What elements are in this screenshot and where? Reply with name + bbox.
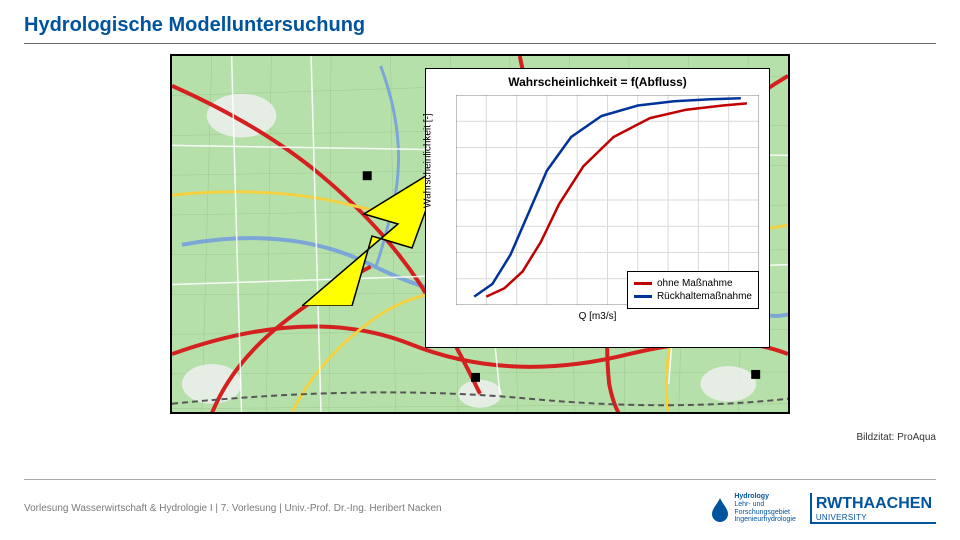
- image-citation: Bildzitat: ProAqua: [857, 432, 937, 443]
- chart-ylabel: Wahrscheinlichkeit [-]: [423, 113, 434, 208]
- droplet-icon: [710, 496, 730, 522]
- title-underline: [24, 43, 936, 44]
- footer-text: Vorlesung Wasserwirtschaft & Hydrologie …: [24, 503, 442, 514]
- logo-text: Hydrology: [734, 493, 796, 501]
- logo-text: Ingenieurhydrologie: [734, 516, 796, 524]
- footer-divider: [24, 479, 936, 480]
- chart-xlabel: Q [m3/s]: [426, 309, 769, 322]
- legend-swatch: [634, 282, 652, 285]
- legend-item: Rückhaltemaßnahme: [634, 291, 752, 302]
- logo-text: UNIVERSITY: [816, 513, 867, 522]
- rwth-logo: RWTHAACHEN UNIVERSITY: [810, 493, 936, 524]
- legend-item: ohne Maßnahme: [634, 278, 752, 289]
- chart-title: Wahrscheinlichkeit = f(Abfluss): [426, 69, 769, 91]
- legend-label: ohne Maßnahme: [657, 278, 733, 289]
- logo-text: Lehr- und: [734, 501, 796, 509]
- page-title: Hydrologische Modelluntersuchung: [0, 0, 960, 43]
- legend-label: Rückhaltemaßnahme: [657, 291, 752, 302]
- hydrology-logo: Hydrology Lehr- und Forschungsgebiet Ing…: [710, 493, 796, 524]
- legend-swatch: [634, 295, 652, 298]
- logo-text: Forschungsgebiet: [734, 509, 796, 517]
- probability-chart-panel: Wahrscheinlichkeit = f(Abfluss) Wahrsche…: [425, 68, 770, 348]
- chart-legend: ohne Maßnahme Rückhaltemaßnahme: [627, 271, 759, 309]
- logo-text: RWTHAACHEN: [816, 495, 932, 513]
- logo-group: Hydrology Lehr- und Forschungsgebiet Ing…: [710, 493, 936, 524]
- footer: Vorlesung Wasserwirtschaft & Hydrologie …: [24, 493, 936, 524]
- figure: Wahrscheinlichkeit = f(Abfluss) Wahrsche…: [170, 54, 790, 414]
